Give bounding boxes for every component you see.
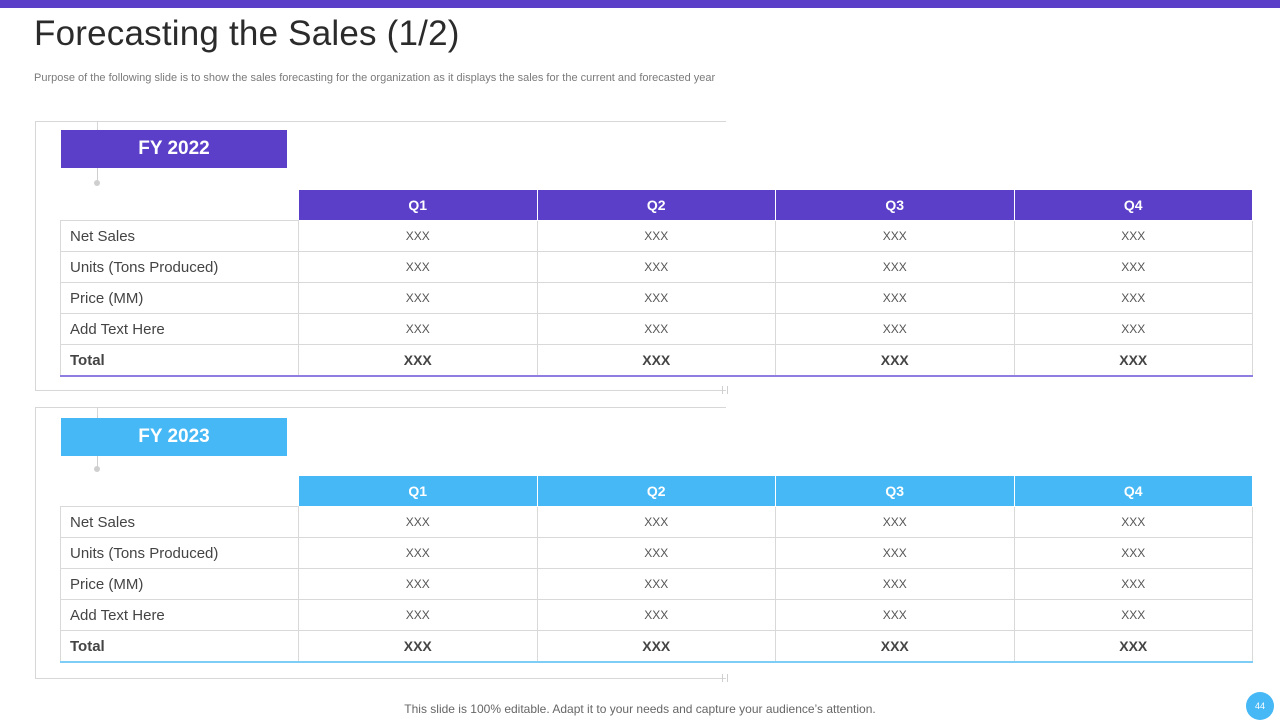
table-row: Net Sales XXX XXX XXX XXX (60, 506, 1253, 538)
table-cell: XXX (1013, 344, 1253, 377)
total-row: Total XXX XXX XXX XXX (60, 344, 1253, 377)
connector-dot-fy2022 (94, 180, 100, 186)
table-cell: XXX (1013, 313, 1253, 345)
header-q4: Q4 (1013, 189, 1253, 221)
bracket-endcap-fy2022 (722, 386, 728, 394)
header-q2: Q2 (536, 475, 776, 507)
header-q3: Q3 (775, 189, 1015, 221)
table-cell: XXX (298, 344, 538, 377)
table-cell: XXX (298, 313, 538, 345)
table-cell: XXX (775, 282, 1015, 314)
section-bracket-fy2022 (35, 121, 726, 391)
row-label: Units (Tons Produced) (60, 537, 299, 569)
bracket-tab-fy2022 (35, 121, 98, 130)
table-header-row: Q1 Q2 Q3 Q4 (60, 475, 1253, 507)
table-cell: XXX (775, 506, 1015, 538)
row-label: Price (MM) (60, 568, 299, 600)
table-cell: XXX (298, 251, 538, 283)
table-cell: XXX (1013, 599, 1253, 631)
table-row: Net Sales XXX XXX XXX XXX (60, 220, 1253, 252)
row-label: Net Sales (60, 220, 299, 252)
top-accent-bar (0, 0, 1280, 8)
fy2022-label: FY 2022 (61, 130, 287, 168)
table-cell: XXX (1013, 282, 1253, 314)
table-cell: XXX (775, 344, 1015, 377)
table-cell: XXX (775, 630, 1015, 663)
table-cell: XXX (775, 537, 1015, 569)
footer-note: This slide is 100% editable. Adapt it to… (404, 702, 876, 716)
row-label: Net Sales (60, 506, 299, 538)
table-cell: XXX (1013, 568, 1253, 600)
table-cell: XXX (775, 313, 1015, 345)
table-cell: XXX (298, 599, 538, 631)
header-q1: Q1 (298, 475, 538, 507)
table-row: Price (MM) XXX XXX XXX XXX (60, 282, 1253, 314)
table-cell: XXX (1013, 630, 1253, 663)
table-cell: XXX (536, 313, 776, 345)
row-label: Total (60, 630, 299, 663)
fy2023-label: FY 2023 (61, 418, 287, 456)
table-cell: XXX (536, 506, 776, 538)
table-cell: XXX (1013, 506, 1253, 538)
table-cell: XXX (1013, 251, 1253, 283)
table-header-row: Q1 Q2 Q3 Q4 (60, 189, 1253, 221)
table-cell: XXX (298, 568, 538, 600)
page-subtitle: Purpose of the following slide is to sho… (34, 72, 716, 84)
row-label: Total (60, 344, 299, 377)
row-label: Add Text Here (60, 313, 299, 345)
header-q2: Q2 (536, 189, 776, 221)
table-cell: XXX (536, 251, 776, 283)
table-cell: XXX (775, 568, 1015, 600)
table-cell: XXX (536, 344, 776, 377)
table-cell: XXX (536, 630, 776, 663)
header-q3: Q3 (775, 475, 1015, 507)
connector-dot-fy2023 (94, 466, 100, 472)
table-cell: XXX (536, 599, 776, 631)
page-title: Forecasting the Sales (1/2) (34, 14, 460, 53)
table-cell: XXX (298, 282, 538, 314)
table-cell: XXX (536, 568, 776, 600)
header-corner-cell (60, 475, 299, 507)
header-q4: Q4 (1013, 475, 1253, 507)
table-cell: XXX (775, 599, 1015, 631)
table-cell: XXX (298, 537, 538, 569)
table-row: Add Text Here XXX XXX XXX XXX (60, 313, 1253, 345)
bracket-endcap-fy2023 (722, 674, 728, 682)
table-cell: XXX (298, 220, 538, 252)
page-number-badge: 44 (1246, 692, 1274, 720)
table-row: Price (MM) XXX XXX XXX XXX (60, 568, 1253, 600)
table-row: Add Text Here XXX XXX XXX XXX (60, 599, 1253, 631)
total-row: Total XXX XXX XXX XXX (60, 630, 1253, 663)
table-cell: XXX (1013, 220, 1253, 252)
header-q1: Q1 (298, 189, 538, 221)
table-cell: XXX (536, 537, 776, 569)
fy2022-table: Q1 Q2 Q3 Q4 Net Sales XXX XXX XXX XXX Un… (60, 189, 1253, 377)
row-label: Units (Tons Produced) (60, 251, 299, 283)
table-cell: XXX (775, 251, 1015, 283)
fy2023-table: Q1 Q2 Q3 Q4 Net Sales XXX XXX XXX XXX Un… (60, 475, 1253, 663)
bracket-tab-fy2023 (35, 407, 98, 416)
table-cell: XXX (536, 220, 776, 252)
row-label: Price (MM) (60, 282, 299, 314)
table-cell: XXX (536, 282, 776, 314)
table-row: Units (Tons Produced) XXX XXX XXX XXX (60, 537, 1253, 569)
header-corner-cell (60, 189, 299, 221)
table-row: Units (Tons Produced) XXX XXX XXX XXX (60, 251, 1253, 283)
table-cell: XXX (1013, 537, 1253, 569)
table-cell: XXX (775, 220, 1015, 252)
table-cell: XXX (298, 506, 538, 538)
table-cell: XXX (298, 630, 538, 663)
row-label: Add Text Here (60, 599, 299, 631)
section-bracket-fy2023 (35, 407, 726, 679)
